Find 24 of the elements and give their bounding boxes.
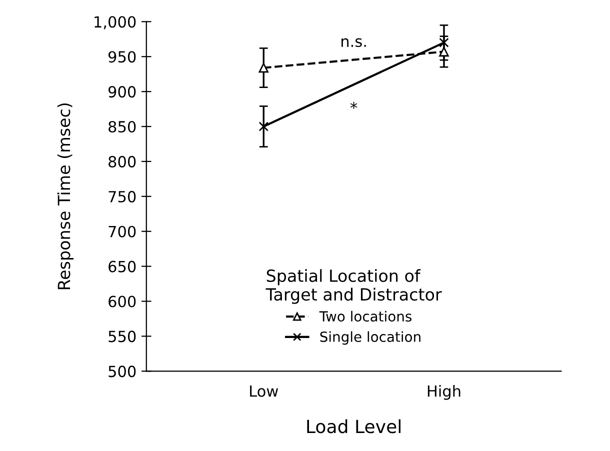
annotation: n.s. xyxy=(342,38,366,48)
x-tick-label: High xyxy=(428,385,460,400)
point xyxy=(258,122,268,132)
point xyxy=(439,46,449,57)
y-tick-label: 850 xyxy=(108,120,136,133)
x-axis-title: Load Level xyxy=(307,419,400,434)
y-tick-label: 1,000 xyxy=(94,16,136,30)
y-tick-label: 550 xyxy=(108,330,136,342)
y-tick-label: 950 xyxy=(108,51,136,63)
y-tick-label: 600 xyxy=(108,296,136,308)
point xyxy=(439,38,449,48)
legend-label: Two locations xyxy=(319,310,412,322)
legend-title: Spatial Location of Target and Distractor xyxy=(266,269,442,304)
y-tick-label: 700 xyxy=(108,226,136,238)
y-tick-label: 650 xyxy=(108,260,136,272)
point xyxy=(258,62,268,73)
y-axis-title: Response Time (msec) xyxy=(57,103,74,290)
y-tick-label: 800 xyxy=(108,156,136,168)
y-tick-label: 900 xyxy=(108,86,136,98)
x-tick-label: Low xyxy=(250,386,278,397)
annotation: * xyxy=(350,102,358,109)
legend-label: Single location xyxy=(320,331,420,345)
y-tick-label: 500 xyxy=(108,366,136,378)
y-tick-label: 750 xyxy=(108,190,136,202)
